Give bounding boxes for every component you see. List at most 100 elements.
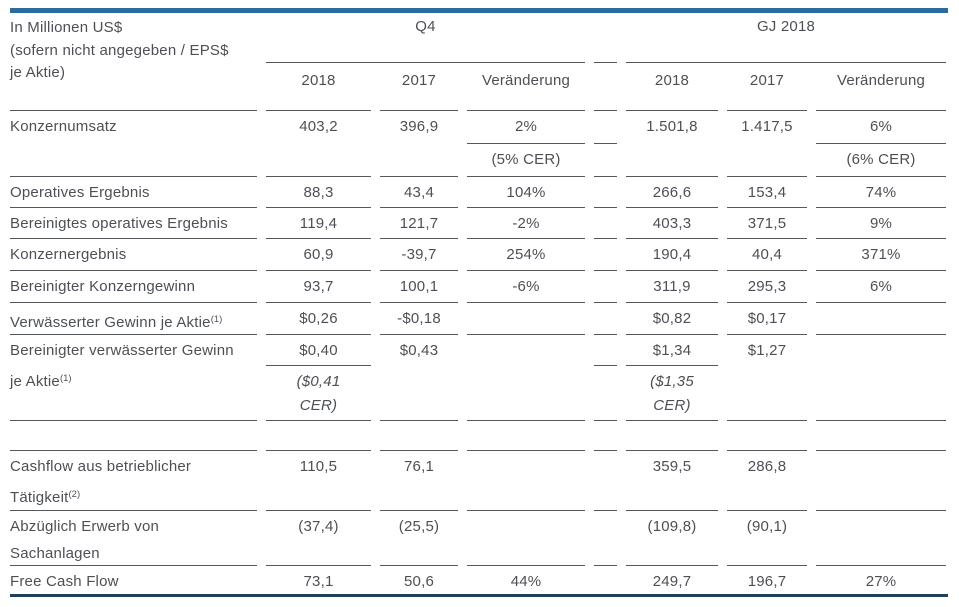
value-cell	[467, 450, 585, 511]
value-cell: 9%	[816, 207, 946, 238]
row-label-text: Konzernergebnis	[10, 246, 127, 263]
row-label: Konzernumsatz	[10, 110, 257, 176]
spacer-cell	[816, 420, 946, 450]
value-cell: 6%	[816, 270, 946, 302]
value-cell: 110,5	[266, 450, 371, 511]
row-label: Verwässerter Gewinn je Aktie(1)	[10, 302, 257, 336]
table-row: Konzernergebnis 60,9 -39,7 254% 190,4 40…	[10, 238, 946, 270]
value-cell: 27%	[816, 565, 946, 595]
value-cell	[816, 450, 946, 511]
column-group-gj2018: GJ 2018	[626, 13, 946, 63]
value-cell: 93,7	[266, 270, 371, 302]
spacer-cell	[594, 302, 617, 336]
cer-note-cell: ($0,41 CER)	[266, 365, 371, 420]
value-cell: $0,43	[380, 334, 458, 420]
row-label: Konzernergebnis	[10, 238, 257, 270]
value-cell: 100,1	[380, 270, 458, 302]
table-row: Konzernumsatz 403,2 396,9 2% (5% CER) 1.…	[10, 110, 946, 176]
spacer-cell	[594, 13, 617, 63]
column-header-gj-2017: 2017	[749, 72, 785, 89]
spacer-cell	[594, 270, 617, 302]
value-cell: 44%	[467, 565, 585, 595]
value-cell: 2%	[467, 110, 585, 143]
value-cell	[816, 334, 946, 420]
value-cell	[467, 510, 585, 567]
table-row: Verwässerter Gewinn je Aktie(1) $0,26 -$…	[10, 302, 946, 334]
column-header-gj-2018: 2018	[654, 72, 690, 89]
column-header-q4-2017: 2017	[401, 72, 437, 89]
value-cell	[816, 510, 946, 567]
row-label-text: Free Cash Flow	[10, 573, 119, 590]
spacer-cell	[266, 420, 371, 450]
spacer-cell	[594, 143, 617, 176]
table-row: Cashflow aus betrieblicher Tätigkeit(2) …	[10, 450, 946, 510]
bottom-accent-bar	[10, 594, 948, 597]
value-cell: 43,4	[380, 176, 458, 207]
spacer-cell	[626, 420, 718, 450]
value-cell: 190,4	[626, 238, 718, 270]
value-cell: 403,2	[266, 110, 371, 176]
unit-note: In Millionen US$ (sofern nicht angegeben…	[10, 19, 229, 81]
row-label: Bereinigter verwässerter Gewinn je Aktie…	[10, 334, 257, 420]
row-label: Abzüglich Erwerb von Sachanlagen	[10, 510, 257, 567]
value-cell: (90,1)	[727, 510, 807, 567]
column-header-q4-2018: 2018	[301, 72, 336, 89]
section-gap-row	[10, 420, 946, 450]
row-label-text: Bereinigter verwässerter Gewinn je Aktie	[10, 342, 234, 390]
value-cell: 403,3	[626, 207, 718, 238]
cer-note-cell: (5% CER)	[467, 143, 585, 176]
row-label-text: Operatives Ergebnis	[10, 184, 150, 201]
value-cell: 249,7	[626, 565, 718, 595]
value-cell: 60,9	[266, 238, 371, 270]
table-row: Bereinigtes operatives Ergebnis 119,4 12…	[10, 207, 946, 238]
value-cell: 1.501,8	[626, 110, 718, 176]
value-cell: 153,4	[727, 176, 807, 207]
spacer-cell	[594, 110, 617, 143]
value-cell: 121,7	[380, 207, 458, 238]
table-row: Abzüglich Erwerb von Sachanlagen (37,4) …	[10, 510, 946, 565]
row-label-text: Verwässerter Gewinn je Aktie	[10, 314, 211, 331]
spacer-cell	[380, 420, 458, 450]
value-cell	[467, 334, 585, 420]
value-cell: 371%	[816, 238, 946, 270]
spacer-cell	[727, 420, 807, 450]
value-cell: $0,17	[727, 302, 807, 336]
row-label-superscript: (1)	[210, 314, 223, 325]
spacer-cell	[594, 238, 617, 270]
value-cell: 371,5	[727, 207, 807, 238]
value-cell	[467, 302, 585, 336]
spacer-cell	[594, 420, 617, 450]
value-cell: -$0,18	[380, 302, 458, 336]
value-cell: (37,4)	[266, 510, 371, 567]
value-cell: 119,4	[266, 207, 371, 238]
top-accent-bar	[10, 8, 948, 13]
value-cell: 88,3	[266, 176, 371, 207]
value-cell: 50,6	[380, 565, 458, 595]
row-label: Operatives Ergebnis	[10, 176, 257, 207]
value-cell: 396,9	[380, 110, 458, 176]
value-cell	[816, 302, 946, 336]
spacer-cell	[594, 365, 617, 420]
row-label-superscript: (2)	[68, 489, 81, 500]
row-label-text: Konzernumsatz	[10, 118, 117, 135]
row-label: Bereinigtes operatives Ergebnis	[10, 207, 257, 238]
value-cell: $0,82	[626, 302, 718, 336]
value-cell: $0,26	[266, 302, 371, 336]
row-label-superscript: (1)	[59, 373, 72, 384]
row-label-text: Cashflow aus betrieblicher Tätigkeit	[10, 458, 192, 506]
spacer-cell	[594, 450, 617, 511]
column-header-gj-change: Veränderung	[836, 72, 926, 89]
table-header: In Millionen US$ (sofern nicht angegeben…	[10, 13, 946, 110]
value-cell: 73,1	[266, 565, 371, 595]
row-label-text: Bereinigter Konzerngewinn	[10, 278, 196, 295]
value-cell: -6%	[467, 270, 585, 302]
cer-note-cell: ($1,35 CER)	[626, 365, 718, 420]
value-cell: 6%	[816, 110, 946, 143]
table-row: Bereinigter Konzerngewinn 93,7 100,1 -6%…	[10, 270, 946, 302]
row-label: Bereinigter Konzerngewinn	[10, 270, 257, 302]
table-row: Bereinigter verwässerter Gewinn je Aktie…	[10, 334, 946, 420]
value-cell: 1.417,5	[727, 110, 807, 176]
spacer-cell	[10, 420, 257, 450]
value-cell: 286,8	[727, 450, 807, 511]
